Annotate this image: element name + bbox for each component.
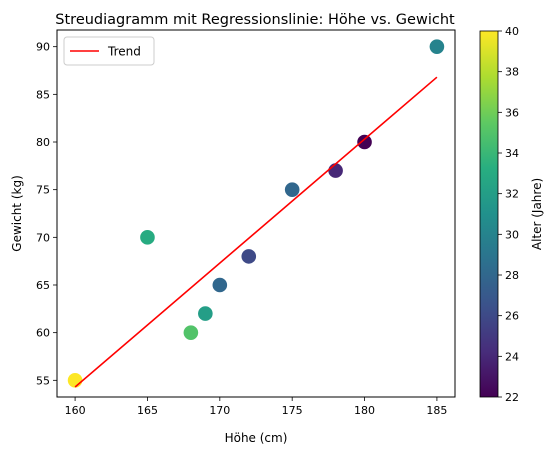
scatter-point	[198, 306, 213, 321]
scatter-point	[67, 373, 83, 388]
scatter-point	[241, 249, 257, 264]
y-tick-label: 75	[36, 184, 50, 197]
scatter-point	[140, 230, 155, 245]
scatter-point	[212, 277, 228, 293]
x-tick-label: 160	[65, 404, 86, 417]
x-tick-label: 175	[282, 404, 303, 417]
legend-box	[63, 36, 155, 66]
colorbar-tick-label: 36	[505, 106, 519, 119]
colorbar-tick-label: 40	[505, 25, 519, 38]
y-tick-label: 65	[36, 279, 50, 292]
trend-line	[74, 76, 438, 388]
x-axis: 160 165 170 175 180 185	[65, 397, 447, 417]
x-tick-label: 185	[426, 404, 447, 417]
y-tick-label: 55	[36, 374, 50, 387]
y-tick-label: 80	[36, 136, 50, 149]
scatter-point	[357, 134, 372, 150]
colorbar-tick-label: 38	[505, 66, 519, 79]
x-tick-label: 180	[354, 404, 375, 417]
colorbar-tick-label: 28	[505, 269, 519, 282]
x-tick-label: 170	[209, 404, 230, 417]
colorbar-tick-label: 34	[505, 147, 519, 160]
y-tick-label: 85	[36, 88, 50, 101]
plot-area	[56, 29, 456, 398]
colorbar-gradient	[479, 30, 499, 398]
scatter-point	[429, 39, 445, 54]
colorbar-tick-label: 22	[505, 391, 519, 404]
x-axis-label: Höhe (cm)	[225, 431, 288, 445]
y-tick-label: 90	[36, 41, 50, 54]
scatter-point	[328, 163, 343, 178]
colorbar-tick-label: 26	[505, 310, 519, 323]
y-axis: 55 60 65 70 75 80 85 90	[36, 41, 57, 387]
plot-frame	[56, 29, 456, 398]
colorbar-tick-label: 30	[505, 228, 519, 241]
colorbar-tick-label: 24	[505, 350, 519, 363]
y-tick-label: 70	[36, 231, 50, 244]
colorbar-label: Alter (Jahre)	[530, 178, 544, 250]
legend-trend-label: Trend	[107, 45, 141, 59]
y-tick-label: 60	[36, 327, 50, 340]
colorbar-tick-label: 32	[505, 188, 519, 201]
scatter-point	[183, 325, 199, 340]
scatter-point	[284, 182, 300, 197]
chart-title: Streudiagramm mit Regressionslinie: Höhe…	[55, 12, 455, 28]
colorbar: 22 24 26 28 30 32 34 36 38 40 Alter (Jahre)	[479, 25, 544, 404]
y-axis-label: Gewicht (kg)	[10, 175, 24, 251]
x-tick-label: 165	[137, 404, 158, 417]
legend: Trend	[63, 36, 155, 66]
